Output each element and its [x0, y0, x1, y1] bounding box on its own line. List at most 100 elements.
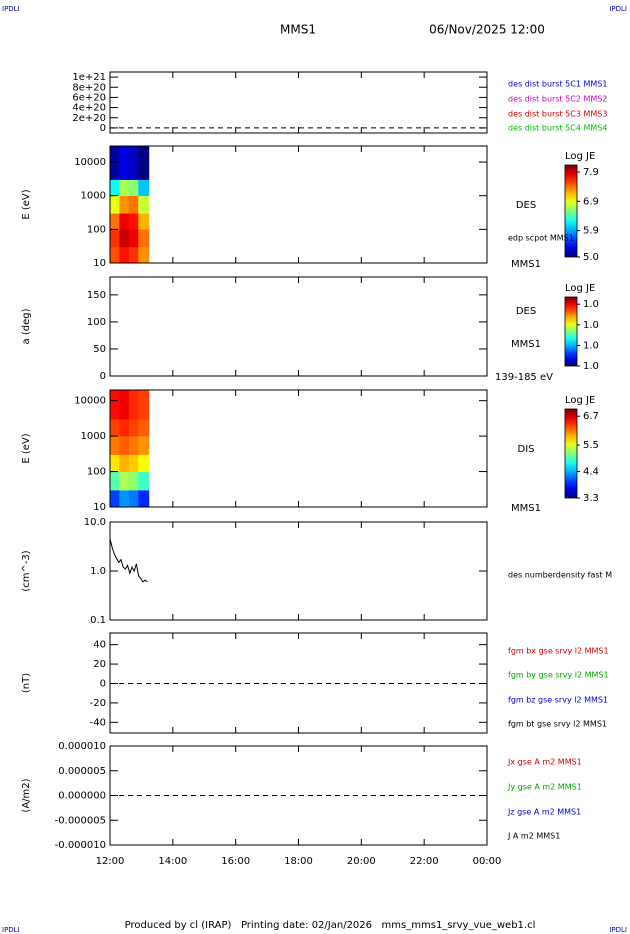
panel-frame [109, 389, 488, 508]
legend-entry: J A m2 MMS1 [507, 832, 560, 841]
y-tick-label: 10000 [74, 396, 106, 407]
spectrogram-cell [128, 229, 139, 248]
y-tick-label: 0 [100, 678, 106, 689]
panel-label: DES [516, 200, 536, 211]
footer: Produced by cl (IRAP) Printing date: 02/… [125, 920, 536, 931]
spectrogram-cell [138, 454, 150, 472]
y-tick-label: 4e+20 [72, 103, 106, 114]
spectrogram-cell [110, 229, 120, 248]
spectrogram-cell [138, 490, 150, 508]
corner-tag: IPDLI [609, 926, 627, 934]
spectrogram-cell [138, 246, 150, 264]
spectrogram-cell [119, 229, 130, 248]
colorbar-tick-label: 5.5 [583, 440, 599, 451]
spectrogram-cell [119, 195, 130, 214]
legend-entry: des dist burst 5C3 MMS3 [508, 110, 607, 119]
spectrogram-cell [110, 419, 120, 437]
panel-label: MMS1 [511, 259, 541, 270]
spectrogram-cell [110, 454, 120, 472]
spectrogram-cell [119, 146, 130, 180]
y-axis-label: (cm^-3) [21, 550, 32, 591]
y-tick-label: -0.000010 [55, 840, 106, 851]
colorbar-tick-label: 7.9 [583, 167, 599, 178]
spectrogram-cell [128, 146, 139, 180]
y-axis-label: E (eV) [21, 433, 32, 463]
spectrogram-cell [110, 179, 120, 197]
spectrogram-cell [119, 436, 130, 455]
spectrogram-cell [119, 454, 130, 472]
spectrogram-cell [138, 213, 150, 230]
y-tick-label: 0.000010 [58, 741, 106, 752]
corner-tag: IPDLI [2, 926, 20, 934]
legend-entry: des dist burst 5C1 MMS1 [508, 80, 607, 89]
x-tick-label: 16:00 [221, 856, 250, 867]
spectrogram-cell [138, 229, 150, 248]
colorbar-tick-label: 6.9 [583, 196, 599, 207]
legend-entry: fgm by gse srvy l2 MMS1 [508, 671, 609, 680]
data-line [109, 538, 148, 583]
spectrogram-cell [110, 146, 120, 180]
spectrogram-cell [110, 490, 120, 508]
colorbar-tick-label: 3.3 [583, 493, 599, 504]
spectrogram-cell [119, 179, 130, 197]
colorbar-title: Log JE [565, 283, 595, 294]
spectrogram-cell [128, 436, 139, 455]
colorbar-tick-label: 1.0 [583, 340, 599, 351]
colorbar [564, 164, 578, 258]
y-tick-label: 0.1 [90, 615, 106, 626]
date-title: 06/Nov/2025 12:00 [429, 23, 545, 37]
panel-label: DES [516, 306, 536, 317]
spectrogram-cell [138, 390, 150, 420]
colorbar-tick-label: 5.9 [583, 226, 599, 237]
spectrogram-cell [110, 390, 120, 420]
legend-entry: des dist burst 5C4 MMS4 [508, 124, 607, 133]
spectrogram-cell [138, 419, 150, 437]
panel-frame [109, 276, 488, 377]
y-tick-label: 0 [100, 123, 106, 134]
spectrogram-cell [110, 471, 120, 491]
legend-entry: fgm bz gse srvy l2 MMS1 [508, 696, 608, 705]
spectrogram-cell [119, 246, 130, 264]
y-axis-label: (A/m2) [21, 778, 32, 812]
spectrogram-cell [128, 490, 139, 508]
spectrogram-cell [119, 419, 130, 437]
spectrogram-cell [110, 246, 120, 264]
y-tick-label: 10.0 [84, 517, 106, 528]
x-tick-label: 12:00 [96, 856, 125, 867]
y-axis-label: E (eV) [21, 189, 32, 219]
legend-entry: des numberdensity fast M [508, 571, 612, 580]
panel-frame [109, 521, 488, 621]
spectrogram-cell [119, 490, 130, 508]
y-tick-label: 0.000005 [58, 766, 106, 777]
y-tick-label: -20 [90, 698, 106, 709]
y-tick-label: 100 [87, 317, 106, 328]
y-tick-label: 8e+20 [72, 82, 106, 93]
x-tick-label: 22:00 [410, 856, 439, 867]
spectrogram-cell [110, 213, 120, 230]
panel-frame [109, 145, 488, 264]
spectrogram-cell [138, 179, 150, 197]
y-tick-label: 1.0 [90, 566, 106, 577]
spectrogram-cell [128, 390, 139, 420]
y-tick-label: -40 [90, 717, 106, 728]
y-tick-label: 10000 [74, 157, 106, 168]
y-axis-label: a (deg) [21, 308, 32, 344]
spectrogram-cell [138, 471, 150, 491]
y-axis-label: (nT) [21, 673, 32, 693]
legend-entry: fgm bt gse srvy l2 MMS1 [508, 720, 607, 729]
panel-frame [109, 71, 488, 134]
legend-entry: Jy gse A m2 MMS1 [507, 783, 582, 792]
panel-label: MMS1 [511, 339, 541, 350]
legend-entry: edp scpot MMS1 [508, 234, 574, 243]
spectrogram-cell [119, 471, 130, 491]
y-tick-label: 100 [87, 224, 106, 235]
spectrogram-cell [128, 195, 139, 214]
spectrogram-cell [110, 195, 120, 214]
y-tick-label: 150 [87, 290, 106, 301]
colorbar-title: Log JE [565, 151, 595, 162]
y-tick-label: 40 [93, 640, 106, 651]
colorbar-title: Log JE [565, 395, 595, 406]
y-tick-label: 100 [87, 467, 106, 478]
spectrogram-cell [128, 213, 139, 230]
